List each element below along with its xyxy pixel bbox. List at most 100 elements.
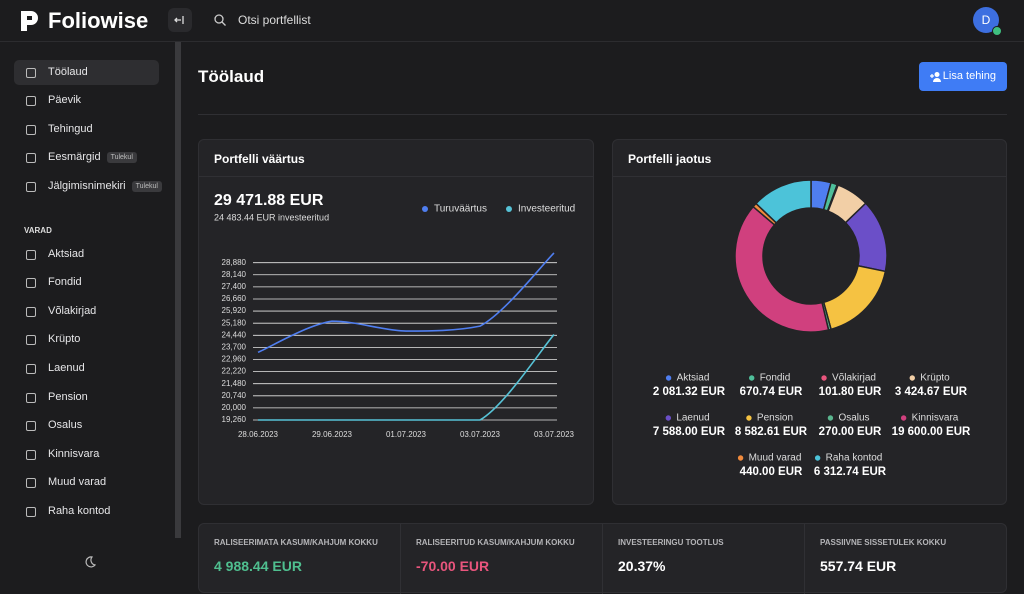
legend-dot: [746, 415, 752, 421]
y-tick-label: 20,000: [222, 403, 247, 412]
legend-dot: [665, 375, 672, 381]
stat: INVESTEERINGU TOOTLUS 20.37%: [603, 524, 805, 594]
y-tick-label: 26,660: [222, 294, 247, 303]
page-title: Töölaud: [198, 67, 265, 86]
nav-item[interactable]: Eesmärgid Tulekul: [14, 145, 159, 170]
legend-dot: [827, 415, 834, 421]
nav-item[interactable]: Pension: [14, 385, 159, 410]
legend-label: Raha kontod: [826, 453, 883, 464]
collapse-button[interactable]: [168, 8, 192, 32]
stat: PASSIIVNE SISSETULEK KOKKU 557.74 EUR: [805, 524, 1007, 594]
series-line: [257, 252, 555, 354]
y-tick-label: 24,440: [222, 330, 247, 339]
brand: Foliowise: [48, 8, 149, 33]
y-tick-label: 22,960: [222, 355, 247, 364]
nav-label: Aktsiad: [48, 247, 85, 260]
legend-dot: [814, 455, 821, 461]
nav-label: Päevik: [48, 94, 81, 106]
value-label: 440.00 EUR: [740, 466, 803, 478]
y-tick-label: 28,880: [222, 258, 247, 267]
stat-label: RALISEERITUD KASUM/KAHJUM KOKKU: [416, 538, 575, 547]
legend-label: Kinnisvara: [912, 413, 959, 424]
nav-item[interactable]: Laenud: [14, 356, 159, 381]
nav-item[interactable]: Raha kontod: [14, 499, 159, 524]
nav-icon: [26, 249, 36, 260]
legend-label: Osalus: [838, 413, 869, 424]
nav-label: Pension: [48, 390, 88, 403]
value-card: Portfelli väärtus 29 471.88 EUR 24 483.44…: [198, 139, 594, 505]
y-tick-label: 20,740: [222, 391, 247, 400]
nav-icon: [26, 449, 36, 460]
nav-icon: [26, 421, 36, 432]
legend-label: Pension: [757, 413, 793, 424]
nav-item[interactable]: Fondid: [14, 270, 159, 295]
section-title: VARAD: [24, 226, 52, 235]
card-divider: [613, 176, 1006, 177]
y-tick-label: 25,920: [222, 306, 247, 315]
card-title: Portfelli jaotus: [628, 152, 712, 166]
nav-label: Tehingud: [48, 123, 93, 135]
nav-text: Töölaud: [48, 65, 88, 78]
line-chart: 29 471.88 EUR 24 483.44 EUR investeeritud…: [214, 192, 575, 439]
legend-dot: [505, 206, 512, 212]
headline: 29 471.88 EUR: [214, 192, 324, 209]
value-label: 270.00 EUR: [819, 426, 882, 438]
legend-label: Laenud: [676, 413, 709, 424]
value-label: 670.74 EUR: [740, 386, 803, 398]
donut-slice: [822, 264, 887, 331]
search-input[interactable]: Otsi portfellist: [238, 13, 311, 27]
stat-value: -70.00 EUR: [416, 558, 490, 574]
value-label: 19 600.00 EUR: [892, 426, 971, 438]
badge: Tulekul: [131, 180, 162, 192]
x-tick-label: 03.07.2023: [460, 430, 501, 439]
legend-dot: [749, 375, 755, 381]
nav-label: Krüpto: [48, 333, 81, 346]
stats-card: RALISEERIMATA KASUM/KAHJUM KOKKU 4 988.44…: [198, 523, 1007, 594]
search-icon: [214, 14, 226, 26]
stat-value: 557.74 EUR: [820, 558, 897, 574]
legend-label: Aktsiad: [677, 373, 710, 384]
value-label: 6 312.74 EUR: [814, 466, 887, 478]
scrollbar: [175, 42, 181, 538]
card-divider: [199, 176, 593, 177]
nav-item[interactable]: Kinnisvara: [14, 442, 159, 467]
value-label: 101.80 EUR: [819, 386, 882, 398]
y-tick-label: 21,480: [222, 379, 247, 388]
nav-item[interactable]: Aktsiad: [14, 242, 159, 267]
nav-item[interactable]: Päevik: [14, 88, 159, 113]
y-tick-label: 22,220: [222, 367, 247, 376]
legend-label: Muud varad: [749, 453, 802, 464]
donut-slice: [754, 179, 812, 224]
legend-label: Turuväärtus: [434, 204, 487, 215]
subheadline: 24 483.44 EUR investeeritud: [214, 212, 329, 222]
nav-label: Muud varad: [48, 476, 107, 489]
top-bar: Foliowise Otsi portfellist D: [0, 0, 1024, 42]
nav-label: Raha kontod: [48, 504, 111, 517]
nav-item[interactable]: Töölaud: [14, 59, 159, 85]
nav-item[interactable]: Jälgimisnimekiri Tulekul: [14, 174, 162, 199]
nav-icon: [26, 392, 36, 403]
legend-dot: [909, 375, 915, 381]
value-label: 3 424.67 EUR: [895, 386, 968, 398]
legend-label: Võlakirjad: [832, 373, 876, 384]
stat-value: 4 988.44 EUR: [214, 558, 302, 574]
nav-icon: [26, 152, 36, 163]
theme-toggle[interactable]: [83, 555, 97, 569]
nav-item[interactable]: Võlakirjad: [14, 299, 159, 324]
y-tick-label: 27,400: [222, 282, 247, 291]
status-dot: [992, 26, 1002, 36]
nav-label: Võlakirjad: [48, 304, 97, 317]
stat-label: PASSIIVNE SISSETULEK KOKKU: [820, 538, 947, 547]
x-tick-label: 03.07.2023: [534, 430, 575, 439]
divider: [198, 114, 1007, 115]
nav-item[interactable]: Osalus: [14, 413, 159, 438]
y-tick-label: 25,180: [222, 318, 247, 327]
nav-item[interactable]: Muud varad: [14, 470, 159, 495]
nav-icon: [26, 124, 36, 135]
nav-item[interactable]: Krüpto: [14, 327, 159, 352]
add-transaction-button[interactable]: Lisa tehing: [919, 62, 1007, 91]
x-tick-label: 29.06.2023: [312, 430, 353, 439]
nav-item[interactable]: Tehingud: [14, 117, 159, 142]
donut-slice: [734, 205, 830, 333]
